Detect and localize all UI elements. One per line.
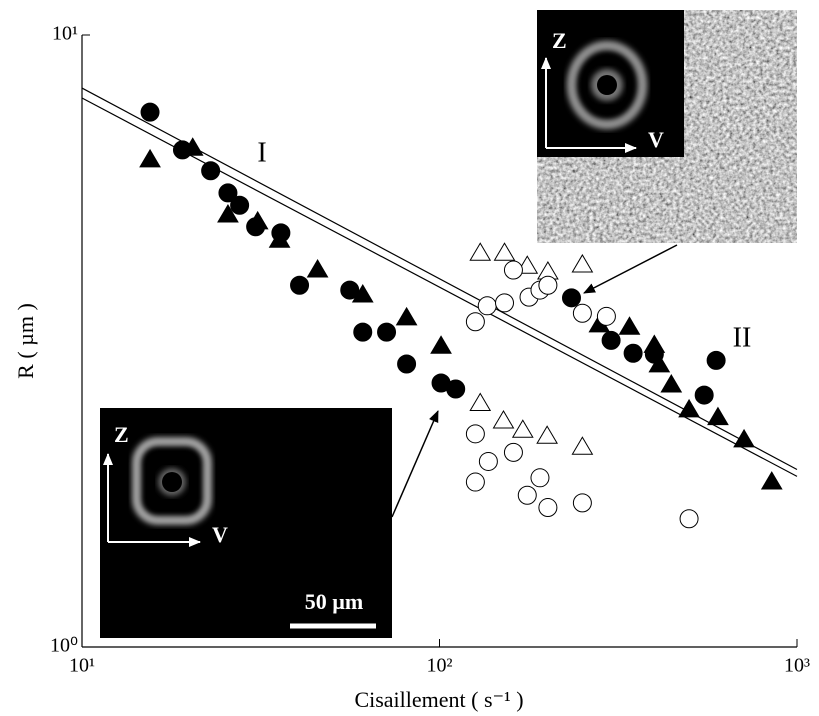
point [246, 210, 269, 230]
point [290, 275, 310, 295]
point [623, 343, 643, 363]
point [469, 242, 492, 261]
inset-axis-label: V [212, 522, 228, 547]
point [503, 260, 523, 280]
y-axis-label: R ( µm ) [13, 303, 38, 379]
point [340, 280, 360, 300]
point [760, 471, 783, 490]
point [493, 242, 516, 261]
point [571, 253, 594, 273]
point [538, 498, 558, 518]
point [465, 312, 485, 332]
arrow [391, 410, 439, 518]
inset-axis-label: Z [552, 28, 567, 53]
fit-line [81, 97, 798, 477]
point [678, 398, 700, 418]
x-axis-label: Cisaillement ( s⁻¹ ) [354, 687, 523, 712]
point [561, 288, 581, 308]
point [395, 306, 418, 326]
point [351, 283, 374, 303]
fit-line [81, 87, 798, 471]
point [536, 425, 558, 444]
scale-bar-label: 50 µm [305, 589, 364, 614]
point [517, 485, 537, 505]
point [538, 275, 558, 295]
point [706, 350, 726, 370]
point [648, 353, 671, 373]
point [503, 442, 523, 462]
point [140, 102, 160, 122]
point [217, 204, 239, 223]
point [465, 424, 485, 444]
point [139, 148, 161, 168]
point [660, 373, 683, 393]
point [201, 161, 221, 181]
point [572, 493, 592, 513]
inset-axis-label: Z [114, 422, 129, 447]
point [446, 379, 466, 399]
x-tick-label: 10¹ [69, 655, 95, 677]
x-tick-label: 10² [427, 655, 453, 677]
point [353, 322, 373, 342]
annotation: II [733, 322, 752, 353]
point [530, 468, 550, 488]
point [571, 436, 594, 455]
point [268, 229, 291, 248]
y-tick-label: 10¹ [52, 23, 78, 45]
point [495, 293, 515, 313]
annotation: I [257, 137, 266, 168]
inset-top [537, 10, 797, 243]
point [430, 335, 452, 354]
point [679, 509, 699, 529]
point [707, 406, 729, 426]
point [181, 137, 204, 156]
point [397, 354, 417, 374]
point [618, 316, 641, 335]
inset-axis-label: V [648, 127, 664, 152]
point [465, 472, 485, 492]
point [230, 195, 250, 215]
x-tick-label: 10³ [784, 655, 810, 677]
inset-bottom [100, 408, 392, 638]
point [492, 410, 515, 429]
arrow [583, 244, 678, 294]
point [511, 419, 534, 438]
point [377, 322, 397, 342]
point [643, 334, 666, 353]
point [306, 259, 329, 278]
point [601, 330, 621, 350]
point [218, 183, 238, 203]
point [477, 296, 497, 316]
point [694, 385, 714, 405]
point [469, 392, 492, 411]
point [596, 306, 616, 326]
point [733, 428, 755, 448]
point [572, 303, 592, 323]
point [478, 451, 498, 471]
y-tick-label: 10⁰ [50, 635, 78, 657]
